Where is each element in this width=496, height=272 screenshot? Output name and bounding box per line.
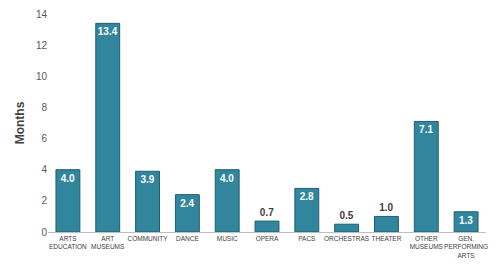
- svg-text:DANCE: DANCE: [176, 235, 199, 242]
- svg-text:8: 8: [41, 102, 47, 113]
- svg-text:4.0: 4.0: [220, 173, 234, 184]
- svg-text:4.0: 4.0: [61, 173, 75, 184]
- svg-text:13.4: 13.4: [98, 26, 118, 37]
- svg-text:COMMUNITY: COMMUNITY: [128, 235, 169, 242]
- svg-text:6: 6: [41, 133, 47, 144]
- svg-text:3.9: 3.9: [140, 174, 154, 185]
- svg-text:2.4: 2.4: [180, 198, 194, 209]
- svg-text:THEATER: THEATER: [372, 235, 402, 242]
- svg-text:ORCHESTRAS: ORCHESTRAS: [324, 235, 370, 242]
- svg-text:1.0: 1.0: [379, 202, 393, 213]
- svg-text:1.3: 1.3: [459, 215, 473, 226]
- svg-text:OTHERMUSEUMS: OTHERMUSEUMS: [410, 235, 444, 250]
- svg-text:ARTSEDUCATION: ARTSEDUCATION: [49, 235, 87, 250]
- svg-text:OPERA: OPERA: [256, 235, 279, 242]
- svg-text:7.1: 7.1: [419, 124, 433, 135]
- svg-text:0: 0: [41, 227, 47, 238]
- svg-text:GEN.PERFORMINGARTS: GEN.PERFORMINGARTS: [444, 235, 488, 259]
- svg-text:MUSIC: MUSIC: [217, 235, 238, 242]
- svg-text:10: 10: [36, 71, 48, 82]
- svg-text:Months: Months: [13, 101, 27, 144]
- svg-text:2: 2: [41, 195, 47, 206]
- svg-text:0.5: 0.5: [339, 210, 353, 221]
- svg-text:2.8: 2.8: [300, 191, 314, 202]
- svg-text:PACS: PACS: [298, 235, 316, 242]
- svg-text:ARTMUSEUMS: ARTMUSEUMS: [91, 235, 125, 250]
- svg-text:12: 12: [36, 40, 48, 51]
- svg-text:14: 14: [36, 9, 48, 20]
- svg-text:4: 4: [41, 164, 47, 175]
- svg-text:0.7: 0.7: [260, 207, 274, 218]
